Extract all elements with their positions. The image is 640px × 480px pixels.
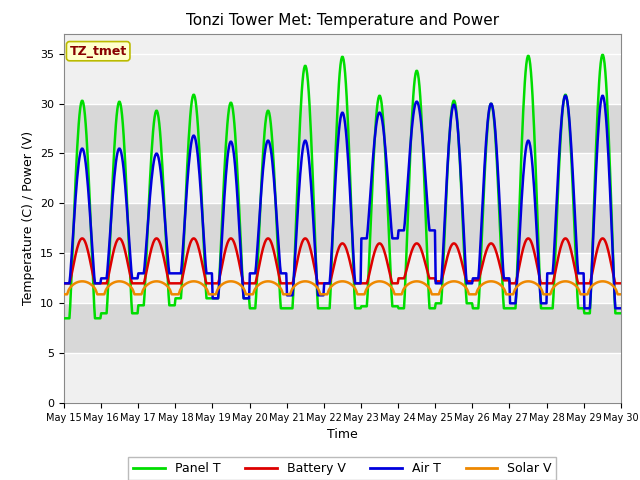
Line: Solar V: Solar V	[64, 281, 621, 294]
Solar V	[428, 289, 435, 295]
X-axis label: Time: Time	[327, 429, 358, 442]
Air T	[617, 305, 625, 311]
Bar	[64, 303, 621, 353]
Solar V	[78, 278, 86, 284]
Bar	[64, 104, 621, 154]
Air T	[410, 107, 418, 113]
Battery V	[428, 276, 435, 281]
Legend: Panel T, Battery V, Air T, Solar V: Panel T, Battery V, Air T, Solar V	[129, 457, 556, 480]
Battery V	[128, 280, 136, 286]
Line: Battery V: Battery V	[64, 239, 621, 283]
Air T	[70, 216, 78, 222]
Panel T	[426, 305, 434, 311]
Panel T	[410, 84, 418, 89]
Air T	[214, 295, 221, 301]
Y-axis label: Temperature (C) / Power (V): Temperature (C) / Power (V)	[22, 132, 35, 305]
Battery V	[70, 259, 78, 265]
Panel T	[617, 311, 625, 316]
Battery V	[78, 236, 86, 241]
Air T	[127, 268, 135, 274]
Bar	[64, 154, 621, 204]
Bar	[64, 204, 621, 253]
Bar	[64, 54, 621, 104]
Solar V	[185, 279, 193, 285]
Panel T	[127, 299, 135, 304]
Panel T	[214, 295, 221, 301]
Line: Air T: Air T	[64, 96, 621, 308]
Solar V	[60, 291, 68, 297]
Bar	[64, 353, 621, 403]
Battery V	[214, 280, 222, 286]
Title: Tonzi Tower Met: Temperature and Power: Tonzi Tower Met: Temperature and Power	[186, 13, 499, 28]
Battery V	[411, 241, 419, 247]
Solar V	[128, 286, 136, 291]
Panel T	[598, 52, 606, 58]
Bar	[64, 253, 621, 303]
Panel T	[60, 315, 68, 321]
Solar V	[617, 291, 625, 297]
Panel T	[70, 212, 78, 217]
Battery V	[60, 280, 68, 286]
Air T	[426, 228, 434, 233]
Solar V	[70, 281, 78, 287]
Solar V	[214, 286, 222, 291]
Air T	[184, 172, 192, 178]
Solar V	[411, 278, 419, 284]
Air T	[561, 93, 569, 99]
Text: TZ_tmet: TZ_tmet	[70, 45, 127, 58]
Battery V	[617, 280, 625, 286]
Air T	[60, 280, 68, 286]
Panel T	[184, 150, 192, 156]
Line: Panel T: Panel T	[64, 55, 621, 318]
Air T	[580, 305, 588, 311]
Battery V	[185, 245, 193, 251]
